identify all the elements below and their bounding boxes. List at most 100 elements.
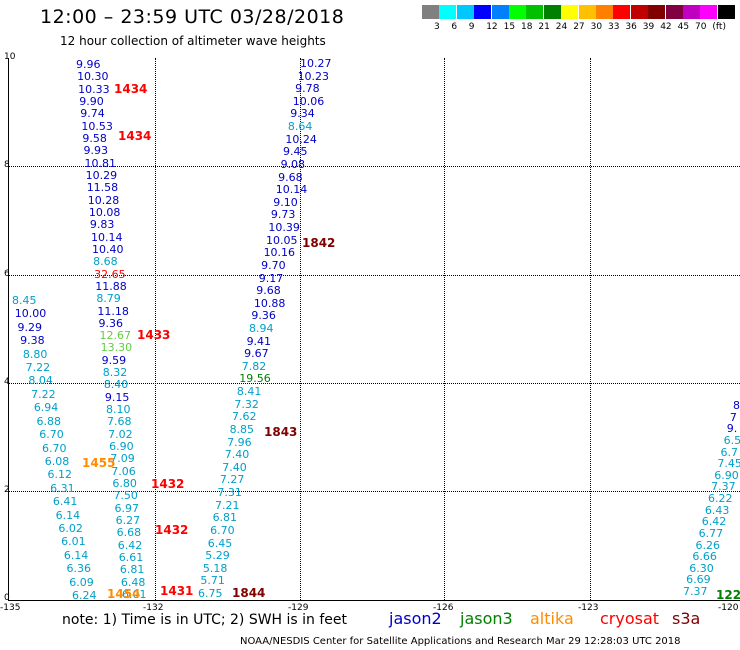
pass-time-label: 1434 [114,82,148,96]
wave-height-value: 8.32 [102,366,128,380]
y-tick-label: 0 [4,593,10,603]
wave-height-value: 10.88 [253,296,286,310]
pass-time-label: 1434 [118,129,152,143]
wave-height-value: 6.36 [66,562,92,576]
legend-swatch [422,5,439,19]
frame-left-axis [8,58,9,600]
wave-height-value: 7.32 [234,397,259,411]
wave-height-value: 6.01 [122,588,147,601]
grid-line-vertical [590,58,591,600]
wave-height-value: 10.16 [263,246,296,260]
legend-swatch [578,5,596,19]
pass-time-label: 1843 [264,425,298,439]
wave-height-value: 10.30 [77,70,109,84]
wave-height-value: 6.08 [44,454,70,468]
wave-height-value: 6.81 [119,563,145,577]
wave-height-value: 9.45 [283,145,308,159]
wave-height-value: 7.62 [232,410,257,424]
wave-height-value: 6.02 [58,521,83,535]
legend-label: 42 [660,22,672,32]
wave-height-value: 9.96 [76,58,101,71]
wave-height-value: 6.7 [720,445,739,459]
legend-label: 9 [468,22,475,32]
wave-height-value: 6.66 [692,550,717,564]
wave-height-value: 6.27 [115,514,141,528]
wave-height-value: 7 [729,410,737,424]
wave-height-value: 10.29 [85,168,118,182]
wave-height-value: 9.36 [251,309,276,323]
wave-height-value: 6.68 [116,526,142,540]
wave-height-value: 8.41 [236,385,262,399]
wave-height-value: 8.80 [22,347,48,361]
wave-height-value: 10.53 [81,119,113,133]
wave-height-value: 6.24 [72,589,97,602]
legend-swatch [683,5,700,19]
wave-height-value: 7.40 [222,460,247,474]
wave-height-value: 19.56 [239,372,271,386]
wave-height-value: 9.36 [98,316,123,330]
wave-height-value: 9.68 [256,284,281,298]
wave-height-value: 7.21 [215,498,240,512]
legend-label: 15 [503,22,516,32]
wave-height-value: 6.77 [698,526,724,540]
wave-height-value: 6.48 [120,575,146,589]
legend-swatch [665,5,683,19]
legend-label: 3 [434,22,440,32]
wave-height-value: 7.37 [711,480,736,494]
wave-height-value: 7.68 [107,415,132,429]
wave-height-value: 6.42 [117,538,143,552]
wave-height-value: 6.69 [686,573,711,587]
satellite-label: cryosat [600,609,660,628]
wave-height-value: 6.90 [714,468,739,482]
grid-line-vertical [300,58,301,600]
legend-swatch [630,5,648,19]
x-tick-label: -135 [0,603,21,613]
legend-label: (ft) [712,22,726,32]
page-subtitle: 12 hour collection of altimeter wave hei… [60,34,326,48]
wave-height-value: 8.68 [93,255,118,269]
wave-height-value: 9.58 [82,131,107,145]
pass-time-label: 1432 [151,477,185,491]
wave-height-value: 9.10 [273,195,298,209]
wave-height-value: 6.41 [52,495,78,509]
wave-height-value: 10.23 [297,69,330,83]
wave-height-value: 11.88 [95,279,127,293]
footer-credit: NOAA/NESDIS Center for Satellite Applica… [240,636,681,647]
wave-height-value: 8.04 [28,374,53,388]
legend-swatch [543,5,561,19]
wave-height-value: 8.45 [12,294,37,307]
wave-height-value: 7.22 [31,387,56,401]
wave-height-value: 6.42 [701,515,727,529]
legend-label: 12 [486,22,498,32]
wave-height-value: 9.34 [290,107,315,121]
legend-swatch [491,5,509,19]
legend-label: 6 [451,22,458,32]
legend-label: 24 [555,22,568,32]
wave-height-value: 8.94 [249,322,274,335]
wave-height-value: 10.81 [84,156,117,170]
wave-height-value: 6.70 [39,428,64,442]
wave-height-value: 10.27 [300,57,332,70]
wave-height-value: 10.33 [78,82,110,96]
wave-height-value: 9.93 [83,144,108,158]
pass-time-label: 1454 [107,587,141,601]
wave-height-value: 7.50 [113,489,138,503]
wave-height-value: 6.80 [112,477,137,491]
wave-height-value: 9.73 [270,208,296,222]
wave-height-value: 10.08 [88,205,121,219]
legend-label: 18 [521,22,533,32]
wave-height-value: 6.01 [61,535,86,549]
wave-height-value: 7.22 [25,361,51,375]
note-text: note: 1) Time is in UTC; 2) SWH is in fe… [62,612,348,628]
legend-label: 36 [625,22,637,32]
legend-swatch [613,5,631,19]
legend-swatch [596,5,613,19]
wave-height-value: 11.18 [97,304,129,318]
wave-height-value: 6.12 [47,468,72,482]
grid-line-horizontal [8,383,740,384]
wave-height-value: 9.67 [244,347,269,361]
y-tick-label: 6 [4,269,10,279]
wave-height-value: 10.06 [292,94,325,108]
grid-line-vertical [444,58,445,600]
wave-height-value: 10.39 [268,221,300,235]
